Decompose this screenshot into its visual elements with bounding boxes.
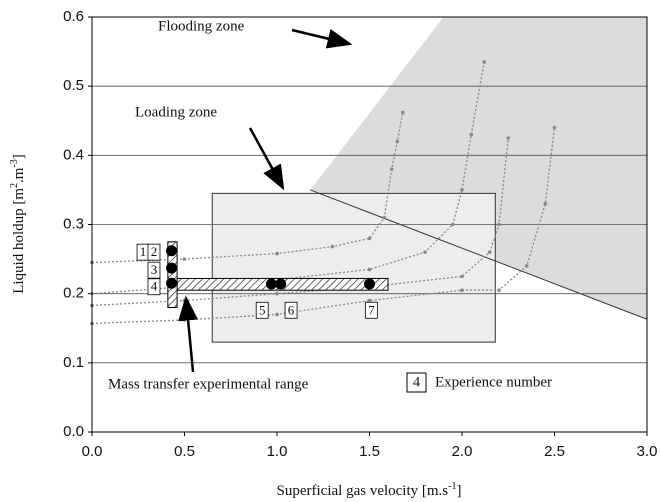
arrow xyxy=(248,127,285,191)
series-point xyxy=(497,222,501,227)
axis-label-part: ] xyxy=(11,154,27,159)
experiment-label: 5 xyxy=(259,302,266,317)
y-tick-label: 0.3 xyxy=(63,215,84,232)
series-point xyxy=(382,215,387,220)
experiment-label: 3 xyxy=(151,262,158,277)
y-tick-label: 0.0 xyxy=(63,423,84,440)
experiment-label-box xyxy=(147,278,161,296)
experiment-point xyxy=(265,278,277,290)
x-tick-label: 3.0 xyxy=(637,443,658,460)
x-tick-label: 2.5 xyxy=(544,443,565,460)
experiment-label: 4 xyxy=(151,279,158,294)
series-point xyxy=(552,125,557,130)
axis-label-part: 2 xyxy=(9,183,20,188)
series-point xyxy=(460,188,464,192)
y-tick-label: 0.5 xyxy=(63,77,84,94)
experiment-label: 7 xyxy=(368,302,375,317)
series-line xyxy=(91,112,404,264)
series-point xyxy=(389,167,394,171)
series-point xyxy=(367,298,372,303)
series-point xyxy=(460,274,464,279)
series-point xyxy=(401,110,405,115)
axis-label-part: Superficial gas velocity [m.s xyxy=(277,483,449,499)
series-point xyxy=(487,250,492,254)
y-tick-label: 0.1 xyxy=(63,354,84,371)
series-point xyxy=(182,318,187,322)
series-point xyxy=(423,250,427,254)
series-point xyxy=(275,291,279,296)
series-point xyxy=(395,139,400,144)
x-tick-label: 2.0 xyxy=(452,443,473,460)
experiment-point xyxy=(166,262,178,274)
x-tick-label: 1.0 xyxy=(267,443,288,460)
legend-box-label: 4 xyxy=(413,374,421,390)
y-axis-label: Liquid holdup [m2.m-3] xyxy=(9,154,28,294)
x-tick-label: 1.5 xyxy=(359,443,380,460)
experiment-label-box xyxy=(147,261,161,279)
experiment-point xyxy=(364,278,375,290)
experiment-label: 1 xyxy=(140,244,147,259)
series-point xyxy=(524,264,529,268)
y-tick-label: 0.4 xyxy=(63,146,84,163)
axis-label-part: Liquid holdup [m xyxy=(11,188,27,294)
series-point xyxy=(497,288,501,293)
zone xyxy=(310,17,647,320)
experiment-label: 2 xyxy=(151,244,158,259)
plot-frame xyxy=(91,16,648,433)
experiment-point xyxy=(166,277,178,289)
series-point xyxy=(182,257,187,261)
x-axis-label: Superficial gas velocity [m.s-1] xyxy=(277,481,462,500)
series-point xyxy=(543,201,548,206)
axis-label-part: -3 xyxy=(9,159,20,167)
experiment-point xyxy=(275,278,287,290)
series-point xyxy=(367,267,372,272)
series-line xyxy=(91,137,509,307)
axis-label-part: ] xyxy=(456,483,461,499)
series-point xyxy=(330,244,335,249)
series-line xyxy=(91,127,556,325)
experiment-label-box xyxy=(147,243,161,261)
range-annotation: Mass transfer experimental range xyxy=(108,376,309,392)
loading-annotation: Loading zone xyxy=(135,104,217,120)
experiment-label-box xyxy=(255,301,269,319)
y-tick-label: 0.2 xyxy=(63,285,84,302)
series-point xyxy=(506,136,511,140)
arrow xyxy=(291,28,353,49)
series-point xyxy=(367,236,372,241)
x-tick-label: 0.5 xyxy=(174,443,195,460)
experiment-label: 6 xyxy=(288,302,295,317)
series-point xyxy=(469,132,474,137)
legend-text: Experience number xyxy=(435,374,552,390)
range-bar xyxy=(167,241,178,309)
experiment-label-box xyxy=(284,301,298,319)
arrow xyxy=(178,295,199,373)
zone xyxy=(211,192,496,343)
experiment-label-box xyxy=(364,301,378,319)
zone-boundary xyxy=(310,189,648,320)
y-tick-label: 0.6 xyxy=(63,8,84,25)
experiment-point xyxy=(166,245,178,257)
x-tick-label: 0.0 xyxy=(82,443,103,460)
series-point xyxy=(450,222,455,227)
legend-box xyxy=(406,372,427,393)
flooding-annotation: Flooding zone xyxy=(158,18,245,34)
series-point xyxy=(460,288,464,293)
series-point xyxy=(275,312,279,317)
axis-label-part: -1 xyxy=(448,481,456,492)
series-point xyxy=(275,251,279,256)
series-point xyxy=(482,60,487,64)
axis-label-part: .m xyxy=(11,167,27,183)
